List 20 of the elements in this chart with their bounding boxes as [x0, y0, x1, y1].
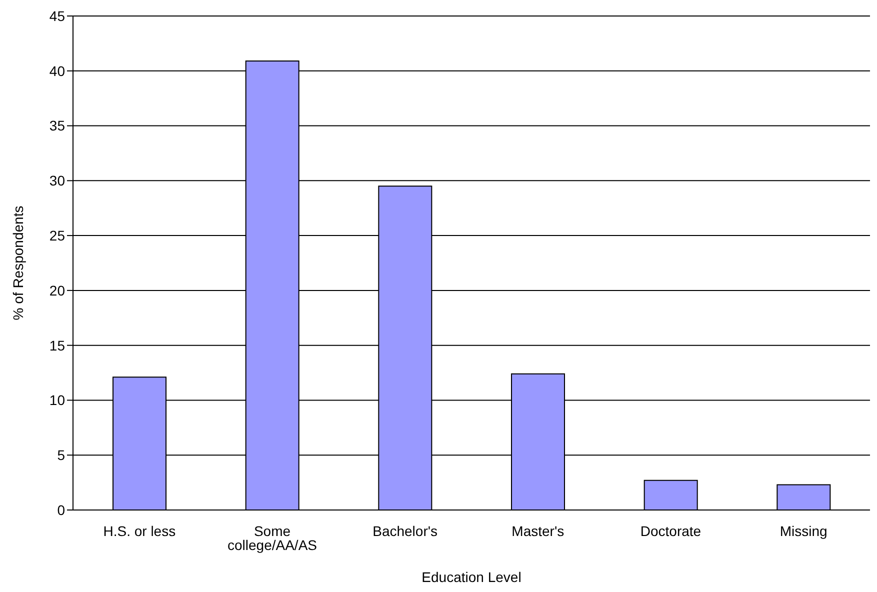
y-tick-label: 25 [49, 228, 66, 244]
y-tick-label: 35 [49, 118, 66, 134]
x-tick-label: Doctorate [640, 522, 702, 539]
y-tick-label: 5 [57, 447, 66, 464]
y-tick-label: 20 [49, 282, 66, 298]
x-tick-label: H.S. or less [103, 522, 176, 539]
x-tick-label: Missing [780, 522, 828, 539]
x-tick-label: Bachelor's [372, 522, 438, 539]
y-axis-title: % of Respondents [10, 206, 26, 320]
bar [644, 480, 698, 510]
bar [776, 484, 831, 510]
x-axis-title: Education Level [422, 569, 522, 585]
y-tick-label: 45 [49, 8, 66, 24]
x-tick-label: Some college/AA/AS [228, 522, 317, 553]
y-tick-label: 30 [49, 172, 66, 189]
x-tick-label: Master's [512, 522, 564, 539]
y-tick-label: 15 [49, 337, 66, 354]
y-tick-label: 40 [49, 62, 66, 79]
y-tick-label: 0 [57, 502, 66, 518]
y-tick-label: 10 [49, 392, 66, 408]
